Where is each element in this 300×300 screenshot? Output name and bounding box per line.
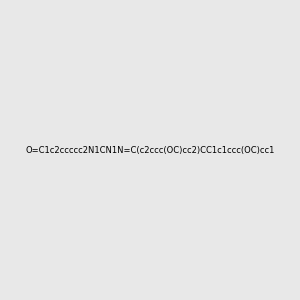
Text: O=C1c2ccccc2N1CN1N=C(c2ccc(OC)cc2)CC1c1ccc(OC)cc1: O=C1c2ccccc2N1CN1N=C(c2ccc(OC)cc2)CC1c1c…	[25, 146, 275, 154]
